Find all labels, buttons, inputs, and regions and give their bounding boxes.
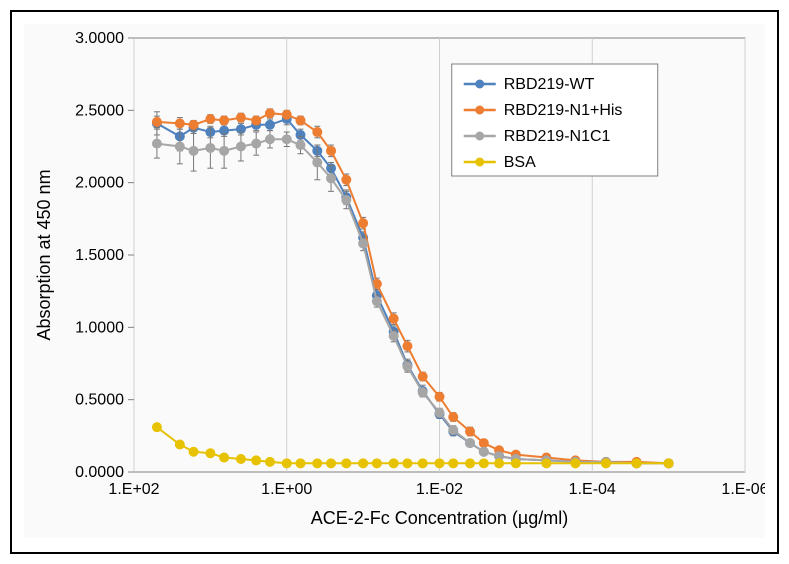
series-marker (511, 459, 520, 468)
series-marker (601, 459, 610, 468)
series-marker (220, 116, 229, 125)
series-marker (403, 342, 412, 351)
series-marker (449, 413, 458, 422)
series-marker (175, 142, 184, 151)
x-axis-label: ACE-2-Fc Concentration (µg/ml) (311, 508, 568, 528)
series-marker (296, 141, 305, 150)
series-marker (466, 459, 475, 468)
series-marker (435, 459, 444, 468)
series-marker (418, 459, 427, 468)
series-marker (571, 459, 580, 468)
series-marker (372, 459, 381, 468)
x-tick-label: 1.E+02 (108, 481, 159, 498)
series-marker (389, 314, 398, 323)
series-marker (265, 109, 274, 118)
chart-container: 1.E+02 1.E+00 1.E-02 1.E-04 1.E-06 0.0000 0.50… (24, 24, 765, 538)
series-marker (359, 239, 368, 248)
series-marker (479, 459, 488, 468)
series-marker (466, 427, 475, 436)
series-marker (189, 120, 198, 129)
series-marker (296, 459, 305, 468)
legend-label: RBD219-N1C1 (504, 128, 611, 145)
series-marker (265, 457, 274, 466)
series-marker (252, 139, 261, 148)
series-marker (359, 459, 368, 468)
series-marker (342, 196, 351, 205)
series-marker (435, 392, 444, 401)
series-marker (389, 332, 398, 341)
series-marker (265, 135, 274, 144)
series-marker (189, 146, 198, 155)
chart-svg: 1.E+02 1.E+00 1.E-02 1.E-04 1.E-06 0.0000 0.50… (24, 24, 765, 538)
series-marker (327, 459, 336, 468)
legend-label: RBD219-WT (504, 76, 595, 93)
y-tick-label: 2.5000 (75, 102, 124, 119)
series-marker (632, 459, 641, 468)
series-marker (359, 219, 368, 228)
series-marker (296, 116, 305, 125)
series-marker (664, 459, 673, 468)
series-marker (403, 459, 412, 468)
series-marker (479, 439, 488, 448)
series-marker (282, 459, 291, 468)
legend-swatch-marker (475, 132, 484, 141)
series-marker (236, 142, 245, 151)
series-marker (282, 110, 291, 119)
series-marker (236, 113, 245, 122)
series-marker (403, 362, 412, 371)
series-marker (265, 120, 274, 129)
series-marker (449, 426, 458, 435)
series-marker (220, 453, 229, 462)
y-tick-label: 2.0000 (75, 175, 124, 192)
series-marker (175, 119, 184, 128)
y-axis-label: Absorption at 450 nm (34, 169, 54, 340)
series-marker (495, 459, 504, 468)
series-marker (389, 459, 398, 468)
series-marker (313, 158, 322, 167)
x-tick-label: 1.E-02 (416, 481, 463, 498)
x-tick-label: 1.E-06 (721, 481, 765, 498)
series-marker (152, 139, 161, 148)
series-marker (236, 454, 245, 463)
series-marker (327, 174, 336, 183)
series-marker (479, 447, 488, 456)
series-marker (418, 372, 427, 381)
series-marker (313, 128, 322, 137)
series-marker (342, 459, 351, 468)
y-tick-label: 0.0000 (75, 464, 124, 481)
y-tick-label: 3.0000 (75, 30, 124, 47)
series-marker (372, 297, 381, 306)
x-tick-label: 1.E-04 (569, 481, 616, 498)
y-tick-label: 0.5000 (75, 392, 124, 409)
y-tick-label: 1.0000 (75, 319, 124, 336)
series-marker (152, 117, 161, 126)
series-marker (206, 449, 215, 458)
series-marker (189, 447, 198, 456)
series-marker (252, 456, 261, 465)
series-marker (206, 115, 215, 124)
legend-label: BSA (504, 154, 536, 171)
series-marker (435, 408, 444, 417)
x-tick-label: 1.E+00 (261, 481, 312, 498)
series-marker (152, 423, 161, 432)
legend-swatch-marker (475, 80, 484, 89)
legend-swatch-marker (475, 158, 484, 167)
series-marker (220, 146, 229, 155)
series-marker (342, 175, 351, 184)
series-marker (327, 146, 336, 155)
legend-label: RBD219-N1+His (504, 102, 623, 119)
series-marker (466, 439, 475, 448)
series-marker (282, 135, 291, 144)
legend-swatch-marker (475, 106, 484, 115)
series-marker (313, 459, 322, 468)
series-marker (252, 116, 261, 125)
series-marker (449, 459, 458, 468)
y-tick-label: 1.5000 (75, 247, 124, 264)
series-marker (206, 143, 215, 152)
series-marker (418, 388, 427, 397)
series-marker (175, 440, 184, 449)
series-marker (542, 459, 551, 468)
